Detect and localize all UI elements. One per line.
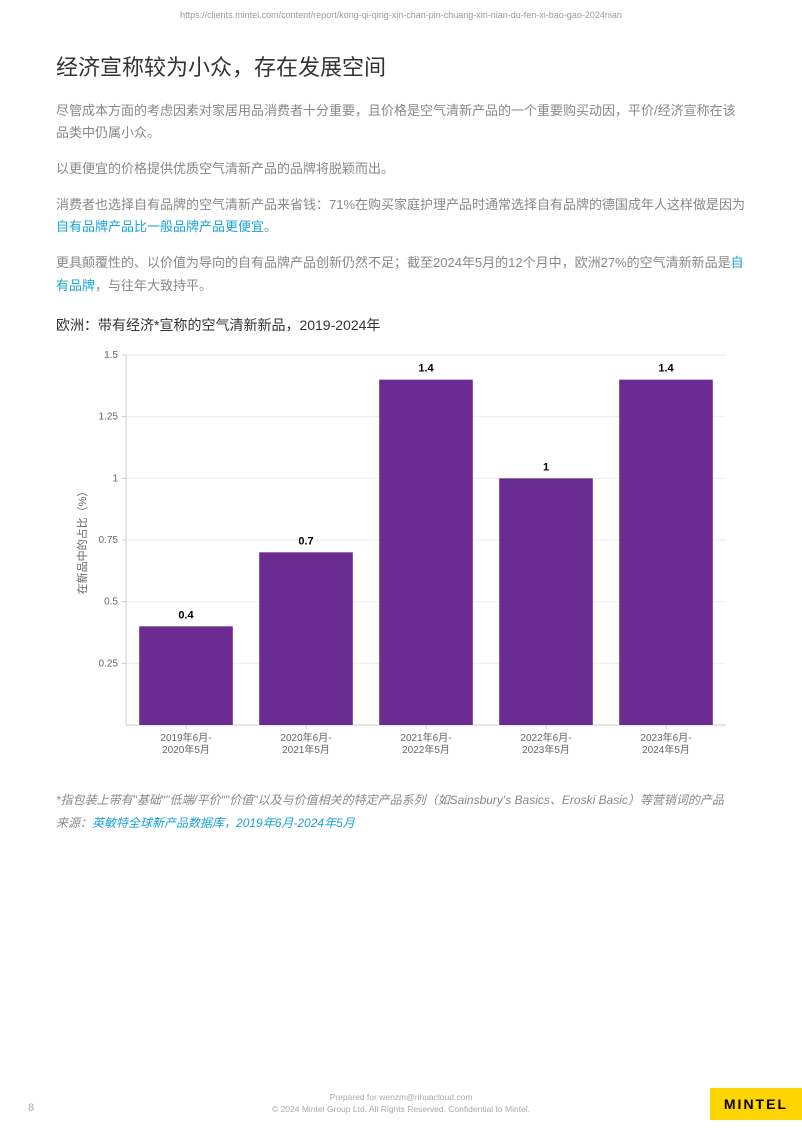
bar-chart: 0.25 0.5 0.75 1 1.25 1.5 在新品中的占比（%） 0.4 2019年6月-… bbox=[56, 345, 746, 785]
svg-text:2023年5月: 2023年5月 bbox=[522, 743, 570, 756]
svg-text:1: 1 bbox=[112, 473, 118, 484]
link-private-label-cheaper[interactable]: 自有品牌产品比一般品牌产品更便宜 bbox=[56, 219, 264, 234]
paragraph-3-text-b: 。 bbox=[264, 219, 277, 234]
svg-text:1.5: 1.5 bbox=[104, 350, 118, 361]
paragraph-3: 消费者也选择自有品牌的空气清新产品来省钱：71%在购买家庭护理产品时通常选择自有… bbox=[56, 194, 746, 238]
paragraph-4-text-b: ，与往年大致持平。 bbox=[95, 278, 212, 293]
svg-text:在新品中的占比（%）: 在新品中的占比（%） bbox=[75, 485, 89, 594]
footer-prepared-for: Prepared for wenzm@rihuacloud.com bbox=[330, 1092, 473, 1102]
chart-title: 欧洲：带有经济*宣称的空气清新新品，2019-2024年 bbox=[56, 315, 746, 335]
svg-text:0.4: 0.4 bbox=[178, 609, 194, 621]
svg-text:2019年6月-: 2019年6月- bbox=[160, 731, 211, 744]
url-bar: https://clients.mintel.com/content/repor… bbox=[0, 0, 802, 20]
link-source-database[interactable]: 英敏特全球新产品数据库，2019年6月-2024年5月 bbox=[92, 816, 355, 830]
svg-text:1.4: 1.4 bbox=[418, 362, 434, 374]
main-content: 经济宣称较为小众，存在发展空间 尽管成本方面的考虑因素对家居用品消费者十分重要，… bbox=[0, 20, 802, 831]
svg-text:1: 1 bbox=[543, 461, 549, 473]
svg-text:2021年5月: 2021年5月 bbox=[282, 743, 330, 756]
footer-copyright: © 2024 Mintel Group Ltd. All Rights Rese… bbox=[272, 1104, 530, 1114]
svg-text:1.25: 1.25 bbox=[99, 411, 119, 422]
chart-svg: 0.25 0.5 0.75 1 1.25 1.5 在新品中的占比（%） 0.4 2019年6月-… bbox=[56, 345, 746, 785]
svg-text:2021年6月-: 2021年6月- bbox=[400, 731, 451, 744]
svg-text:0.7: 0.7 bbox=[298, 535, 313, 547]
chart-source: 来源：英敏特全球新产品数据库，2019年6月-2024年5月 bbox=[56, 814, 746, 831]
chart-footnote: *指包装上带有"基础""低端/平价""价值"以及与价值相关的特定产品系列（如Sa… bbox=[56, 791, 746, 810]
mintel-logo: MINTEL bbox=[710, 1088, 802, 1120]
svg-text:2020年6月-: 2020年6月- bbox=[280, 731, 331, 744]
svg-text:0.25: 0.25 bbox=[99, 658, 119, 669]
svg-text:0.5: 0.5 bbox=[104, 596, 118, 607]
page-footer: 8 Prepared for wenzm@rihuacloud.com © 20… bbox=[0, 1098, 802, 1116]
paragraph-1: 尽管成本方面的考虑因素对家居用品消费者十分重要，且价格是空气清新产品的一个重要购… bbox=[56, 100, 746, 144]
source-prefix: 来源： bbox=[56, 816, 92, 830]
footer-text: Prepared for wenzm@rihuacloud.com © 2024… bbox=[0, 1092, 802, 1116]
paragraph-3-text-a: 消费者也选择自有品牌的空气清新产品来省钱：71%在购买家庭护理产品时通常选择自有… bbox=[56, 197, 745, 212]
page-title: 经济宣称较为小众，存在发展空间 bbox=[56, 50, 746, 82]
paragraph-4: 更具颠覆性的、以价值为导向的自有品牌产品创新仍然不足；截至2024年5月的12个… bbox=[56, 252, 746, 296]
svg-text:1.4: 1.4 bbox=[658, 362, 674, 374]
paragraph-4-text-a: 更具颠覆性的、以价值为导向的自有品牌产品创新仍然不足；截至2024年5月的12个… bbox=[56, 255, 731, 270]
svg-text:2023年6月-: 2023年6月- bbox=[640, 731, 691, 744]
paragraph-2: 以更便宜的价格提供优质空气清新产品的品牌将脱颖而出。 bbox=[56, 158, 746, 180]
svg-text:2024年5月: 2024年5月 bbox=[642, 743, 690, 756]
svg-text:2020年5月: 2020年5月 bbox=[162, 743, 210, 756]
svg-text:2022年5月: 2022年5月 bbox=[402, 743, 450, 756]
svg-text:0.75: 0.75 bbox=[99, 535, 119, 546]
svg-text:2022年6月-: 2022年6月- bbox=[520, 731, 571, 744]
